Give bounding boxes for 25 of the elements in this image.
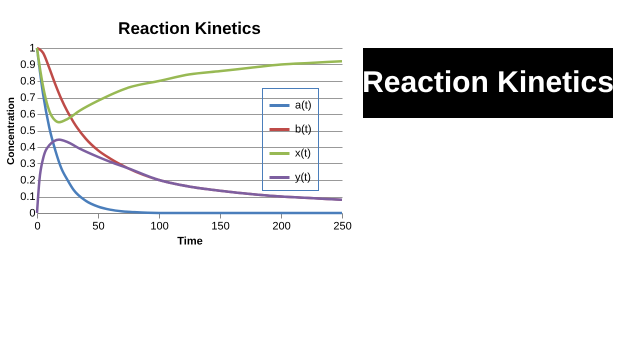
x-tick-label: 200 — [272, 220, 291, 232]
line-series — [36, 46, 344, 124]
y-tick-label: 0.5 — [20, 125, 36, 137]
y-tick-label: 0.3 — [20, 158, 36, 170]
y-tick-label: 0.9 — [20, 59, 36, 71]
y-tick-label: 0.1 — [20, 191, 36, 203]
x-axis-title: Time — [177, 236, 203, 248]
y-tick-label: 0 — [29, 208, 36, 220]
y-tick-label: 0.8 — [20, 76, 36, 88]
y-axis-title: Concentration — [6, 97, 18, 165]
text: Reaction Kinetics — [362, 66, 614, 99]
x-tick-label: 150 — [211, 220, 230, 232]
x-tick-label: 100 — [150, 220, 169, 232]
legend-label: a(t) — [295, 100, 312, 112]
y-tick-label: 0.6 — [20, 108, 36, 120]
legend-label: x(t) — [295, 148, 311, 160]
x-tick-label: 50 — [92, 220, 105, 232]
chart-title: Reaction Kinetics — [118, 19, 261, 38]
x-tick-label: 250 — [333, 220, 352, 232]
legend-label: y(t) — [295, 172, 311, 184]
y-tick-label: 0.7 — [20, 92, 36, 104]
y-tick-label: 1 — [29, 42, 36, 54]
y-tick-label: 0.2 — [20, 174, 36, 186]
legend-label: b(t) — [295, 124, 312, 136]
y-tick-label: 0.4 — [20, 142, 36, 154]
